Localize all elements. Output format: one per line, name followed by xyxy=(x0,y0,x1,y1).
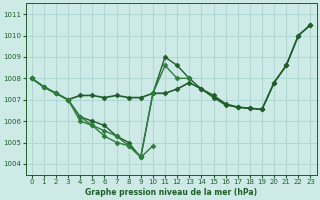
X-axis label: Graphe pression niveau de la mer (hPa): Graphe pression niveau de la mer (hPa) xyxy=(85,188,257,197)
